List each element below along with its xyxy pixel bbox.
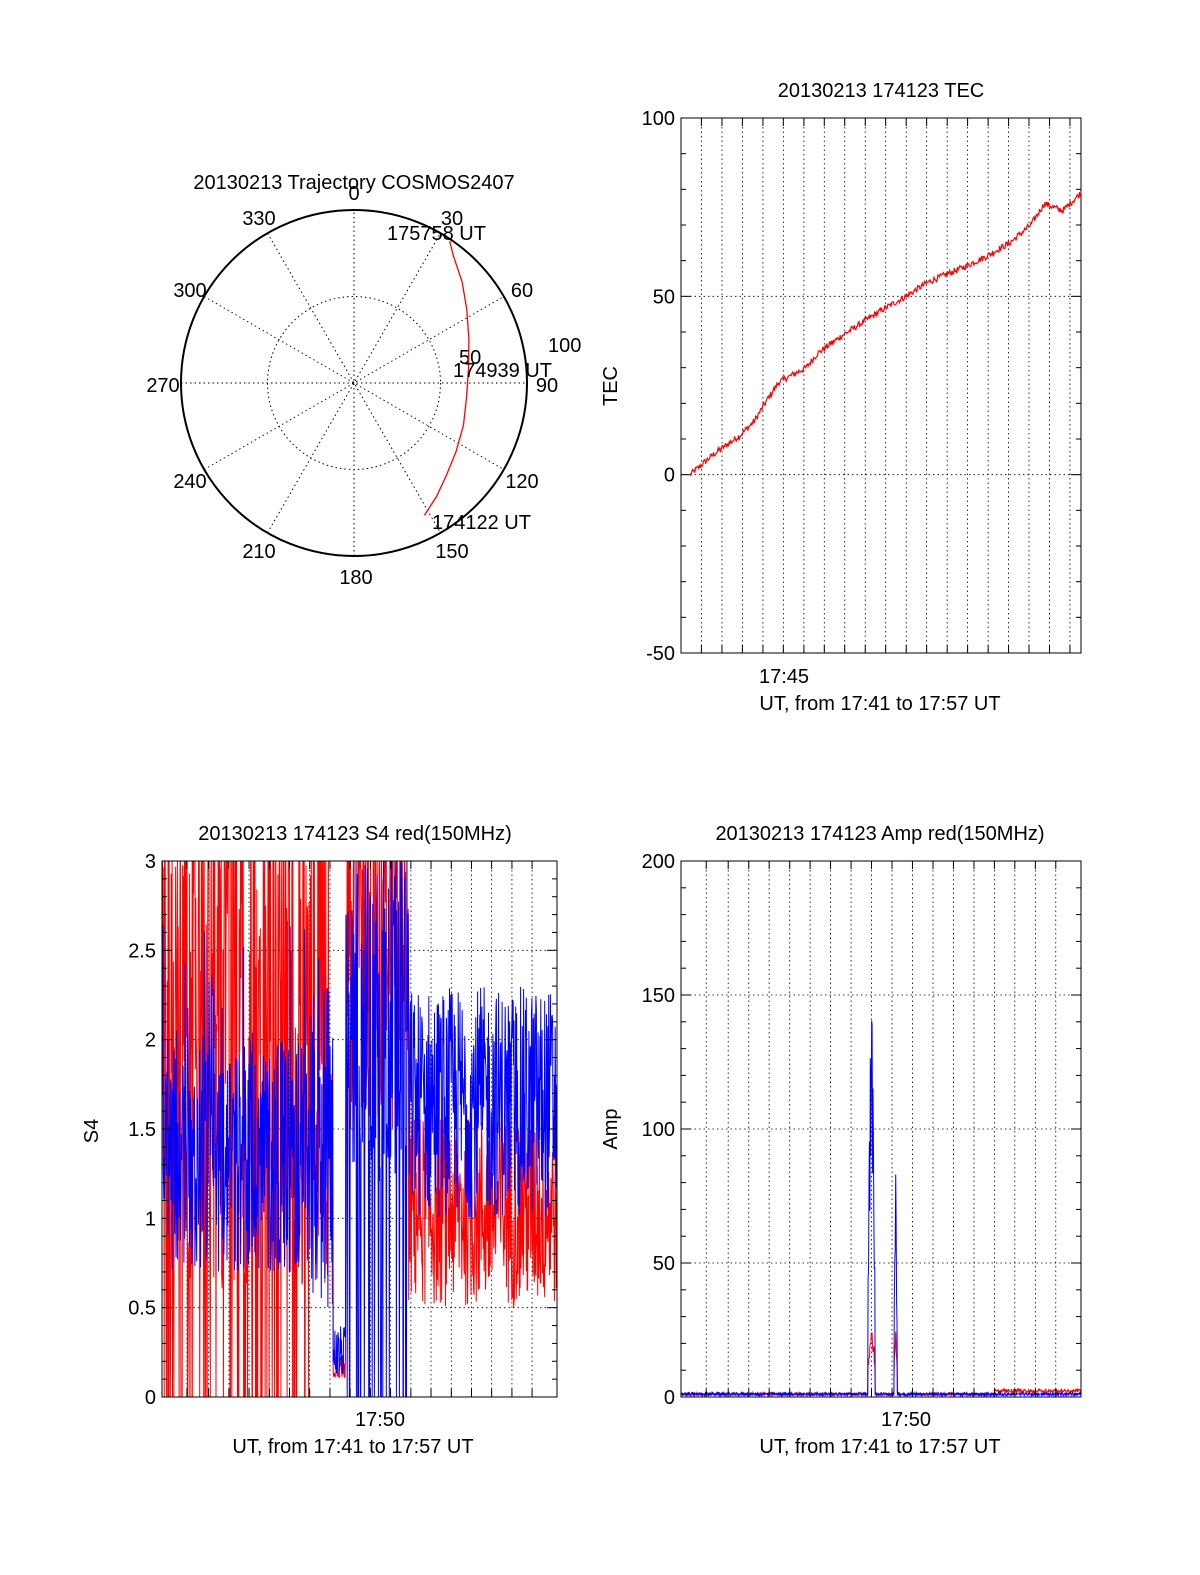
polar-azimuth-label: 210 [242,541,275,563]
s4-title: 20130213 174123 S4 red(150MHz) [198,823,512,845]
s4-y-tick-label: 3 [145,851,156,873]
polar-ring-label-50: 50 [459,347,481,369]
tec-ticks [681,117,1081,654]
s4-y-axis-label: S4 [81,1119,103,1143]
amp-y-tick-label: 100 [642,1119,675,1141]
polar-azimuth-label: 150 [435,541,468,563]
tec-x-axis-label: UT, from 17:41 to 17:57 UT [759,693,1000,715]
tec-x-tick-label: 17:45 [759,666,809,688]
s4-y-tick-label: 0 [145,1387,156,1409]
amp-grid [681,861,1081,1397]
polar-spoke [267,232,441,534]
amp-y-tick-label: 0 [664,1387,675,1409]
s4-y-tick-labels: 3 2.5 2 1.5 1 0.5 0 [128,851,156,1409]
trajectory-end-label: 175758 UT [387,223,486,245]
trajectory-mid-label: 174939 UT [453,360,552,382]
tec-y-tick-labels: 100 50 0 -50 [642,108,675,665]
amp-ticks [681,860,1081,1398]
s4-blue-series-line [162,861,557,1397]
s4-ticks [162,860,557,1398]
tec-title: 20130213 174123 TEC [778,80,984,102]
amp-title: 20130213 174123 Amp red(150MHz) [715,823,1044,845]
tec-plot-frame [680,117,1082,654]
s4-y-tick-label: 1 [145,1208,156,1230]
amp-y-tick-labels: 200 150 100 50 0 [642,851,675,1409]
amp-red-series-line [681,1331,1081,1397]
amp-y-tick-label: 200 [642,851,675,873]
tec-y-tick-label: 100 [642,108,675,130]
amp-y-tick-label: 150 [642,985,675,1007]
amp-y-axis-label: Amp [600,1108,622,1149]
polar-ring-inner [267,296,441,470]
amp-chart: 20130213 174123 Amp red(150MHz) 200 150 10… [600,823,1082,1458]
polar-azimuth-label: 330 [242,208,275,230]
polar-azimuth-label: 90 [536,375,558,397]
s4-chart: 20130213 174123 S4 red(150MHz) 3 2.5 2 1.5 1… [81,823,558,1458]
polar-azimuth-label: 300 [173,280,206,302]
s4-y-tick-label: 2 [145,1030,156,1052]
s4-y-tick-label: 2.5 [128,940,156,962]
amp-x-tick-label: 17:50 [881,1409,931,1431]
s4-x-tick-label: 17:50 [355,1409,405,1431]
amp-y-tick-label: 50 [653,1253,675,1275]
polar-azimuth-labels: 0 30 60 90 120 150 180 210 240 270 300 330 [146,183,558,589]
polar-chart: 20130213 Trajectory COSMOS2407 0 30 60 90 12… [146,172,581,589]
trajectory-line [423,241,470,516]
polar-grid [181,210,527,556]
tec-series-line [689,192,1082,477]
polar-azimuth-label: 120 [505,471,538,493]
polar-azimuth-label: 270 [146,375,179,397]
polar-azimuth-label: 180 [339,567,372,589]
polar-azimuth-label: 60 [511,280,533,302]
trajectory-start-label: 174122 UT [432,512,531,534]
polar-spoke [203,296,505,470]
s4-y-tick-label: 1.5 [128,1119,156,1141]
tec-chart: 20130213 174123 TEC 100 50 0 -50 17:45 UT, … [600,80,1082,715]
polar-azimuth-label: 0 [348,183,359,205]
amp-blue-series-line [681,1020,1081,1397]
s4-x-axis-label: UT, from 17:41 to 17:57 UT [232,1436,473,1458]
tec-y-tick-label: -50 [646,643,675,665]
amp-x-axis-label: UT, from 17:41 to 17:57 UT [759,1436,1000,1458]
polar-azimuth-label: 30 [441,208,463,230]
polar-title: 20130213 Trajectory COSMOS2407 [193,172,514,194]
polar-outer-ring [180,209,528,557]
polar-ring-label-100: 100 [548,335,581,357]
polar-azimuth-label: 240 [173,471,206,493]
polar-spoke [203,296,505,470]
tec-y-tick-label: 50 [653,286,675,308]
tec-grid [681,118,1081,653]
polar-spoke [267,232,441,534]
s4-y-tick-label: 0.5 [128,1298,156,1320]
tec-y-axis-label: TEC [600,366,622,406]
tec-y-tick-label: 0 [664,465,675,487]
